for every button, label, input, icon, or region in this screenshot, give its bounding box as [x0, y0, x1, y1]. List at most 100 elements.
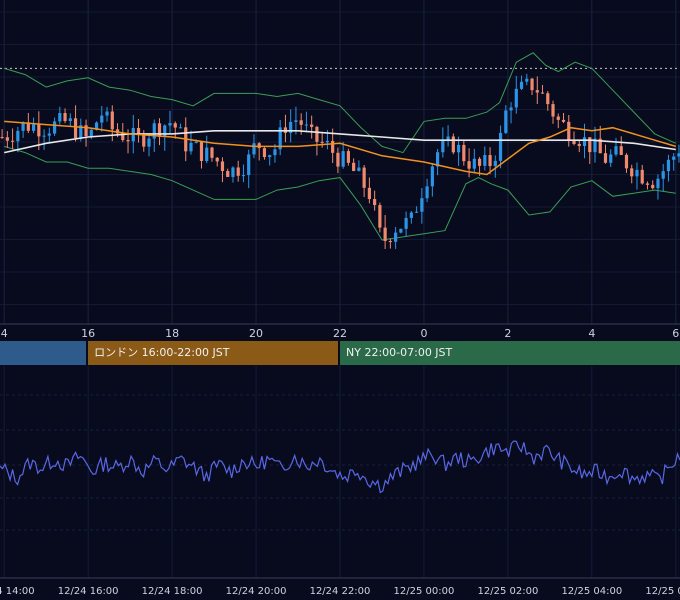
candle [346, 148, 350, 166]
oscillator-chart[interactable]: 12/24 14:00 12/24 16:00 12/24 18:00 12/24 2… [0, 366, 680, 600]
candle [37, 111, 41, 151]
candle [651, 180, 655, 190]
candle [268, 154, 272, 166]
osc-x-tick-label: 12/25 00:00 [394, 586, 455, 597]
osc-x-tick-label: 12/25 06:00 [645, 586, 680, 597]
candle [178, 123, 183, 129]
candle [603, 144, 608, 164]
candle [173, 121, 177, 139]
candle [435, 148, 440, 176]
x-tick-label: 6 [672, 327, 679, 340]
bollinger-bands [4, 52, 677, 241]
candle [430, 163, 434, 197]
candle [567, 114, 571, 147]
candle [624, 153, 629, 173]
candle [535, 76, 539, 104]
candle [441, 127, 445, 158]
x-tick-label: 18 [165, 327, 179, 340]
price-chart-grid [0, 0, 680, 324]
candle [352, 158, 356, 172]
candle [425, 178, 429, 203]
candle [47, 127, 51, 144]
candle [42, 129, 46, 150]
candle [5, 131, 9, 148]
candle [341, 141, 345, 169]
candle [247, 149, 251, 189]
candle [394, 226, 398, 249]
candle [58, 106, 62, 125]
candle [278, 119, 282, 156]
candle [446, 125, 450, 147]
candle [645, 181, 650, 190]
osc-x-tick-label: 12/24 16:00 [58, 586, 119, 597]
candlesticks [0, 73, 680, 250]
oscillator-series-line [0, 440, 680, 494]
candle [598, 125, 602, 154]
candle [373, 190, 377, 211]
session-band: NY 22:00-07:00 JST [340, 341, 680, 365]
candle [572, 131, 576, 146]
candle [456, 136, 461, 166]
candle [331, 128, 335, 163]
oscillator-grid [0, 366, 680, 578]
candle [21, 121, 25, 138]
candle [289, 109, 293, 143]
candle [362, 164, 366, 198]
x-tick-label: 2 [504, 327, 511, 340]
candle [561, 113, 566, 124]
x-tick-label: 22 [333, 327, 347, 340]
candle [551, 100, 555, 124]
candle [451, 133, 455, 155]
band-upper-line [4, 52, 677, 154]
candle [640, 164, 644, 185]
candle [10, 128, 15, 150]
x-tick-label: 4 [588, 327, 595, 340]
candle [168, 110, 172, 134]
candle [215, 156, 219, 167]
session-band: ロンドン 16:00-22:00 JST [88, 341, 338, 365]
candle [630, 164, 634, 184]
candle [619, 136, 623, 156]
osc-x-tick-label: 12/24 22:00 [310, 586, 371, 597]
candle [262, 147, 267, 160]
candle [304, 111, 309, 133]
ma-short-line [4, 120, 677, 176]
candle [205, 135, 209, 164]
candle [635, 162, 639, 190]
candle [509, 102, 513, 124]
candle [73, 105, 78, 142]
candle [257, 142, 261, 161]
candle [498, 125, 503, 169]
candle [556, 113, 560, 129]
osc-x-tick-label: 12/25 04:00 [561, 586, 622, 597]
candle [105, 106, 109, 122]
x-tick-label: 4 [1, 327, 8, 340]
moving-averages [4, 120, 677, 176]
candle [530, 77, 534, 96]
candle [220, 157, 225, 183]
candle [525, 73, 529, 86]
candle [614, 137, 618, 157]
band-lower-line [4, 145, 676, 241]
candle [199, 141, 204, 169]
candle [588, 137, 592, 164]
candle [677, 144, 680, 163]
candle [472, 148, 476, 173]
candle [483, 146, 487, 171]
candle [519, 75, 524, 91]
x-tick-label: 20 [249, 327, 263, 340]
candle [210, 146, 214, 162]
session-band [0, 341, 87, 365]
candle [661, 163, 665, 192]
price-chart[interactable]: 4 16 18 20 22 0 2 4 6 [0, 0, 680, 340]
candle [241, 164, 246, 183]
candle [666, 154, 671, 182]
candle [136, 118, 141, 143]
candle [462, 139, 466, 166]
candle [157, 118, 162, 146]
candle [357, 160, 361, 172]
candle [189, 130, 193, 155]
oscillator-line [0, 440, 680, 494]
candle [336, 147, 340, 174]
candle [231, 166, 235, 183]
